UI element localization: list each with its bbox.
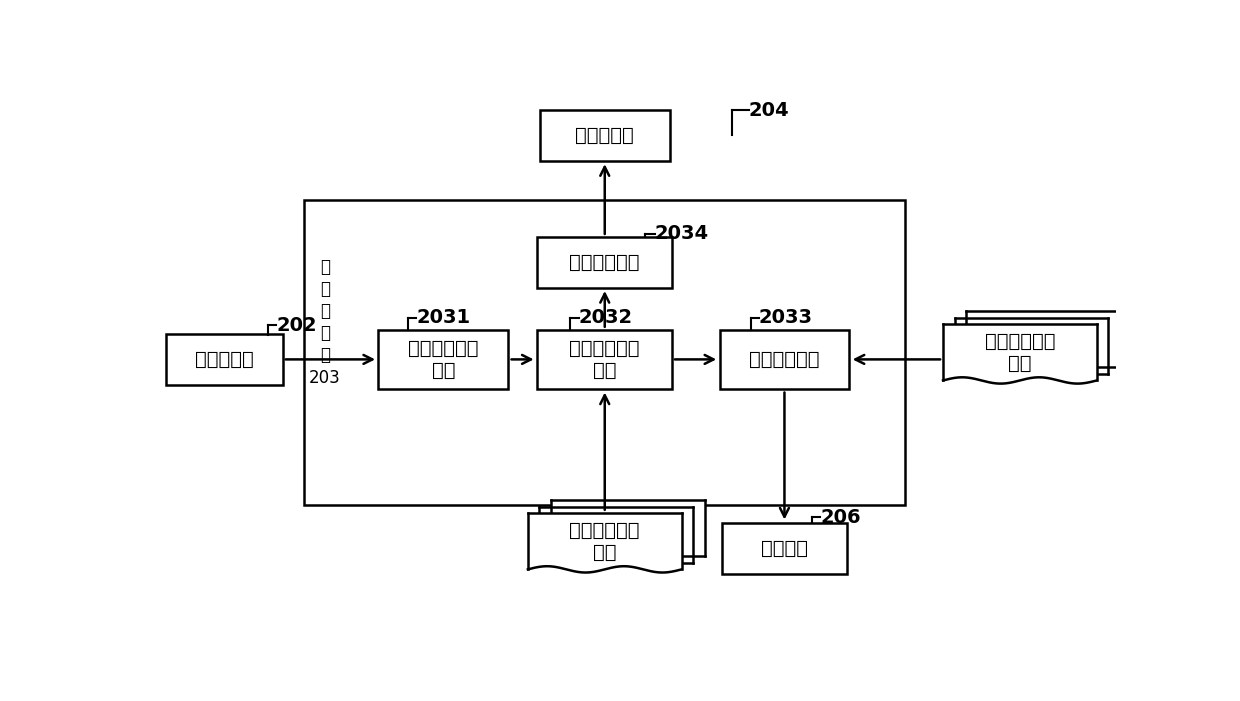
- Text: 用户信息查询
单元: 用户信息查询 单元: [569, 339, 640, 380]
- Text: 安全分析器: 安全分析器: [195, 350, 253, 369]
- Text: 安
全
处
理
器
203: 安 全 处 理 器 203: [309, 258, 341, 387]
- Bar: [722, 523, 847, 574]
- Text: 206: 206: [820, 508, 861, 526]
- Bar: [528, 513, 682, 569]
- Text: 2034: 2034: [655, 224, 709, 243]
- Text: 云系统应用信
息库: 云系统应用信 息库: [569, 521, 640, 562]
- Bar: [719, 329, 849, 389]
- Text: 应用信息接收
单元: 应用信息接收 单元: [408, 339, 479, 380]
- Text: 2032: 2032: [579, 308, 632, 327]
- Bar: [166, 334, 283, 385]
- Bar: [551, 501, 704, 557]
- Bar: [539, 507, 693, 563]
- Bar: [966, 311, 1120, 367]
- Text: 信息上报单元: 信息上报单元: [569, 253, 640, 272]
- Bar: [378, 329, 508, 389]
- Text: 应用处理单元: 应用处理单元: [749, 350, 820, 369]
- Bar: [944, 325, 1097, 381]
- Bar: [304, 200, 905, 505]
- Text: 202: 202: [277, 316, 316, 335]
- Text: 信息通知器: 信息通知器: [575, 126, 634, 145]
- Bar: [539, 110, 670, 161]
- Bar: [537, 329, 672, 389]
- Text: 2031: 2031: [417, 308, 470, 327]
- Text: 云控制器: 云控制器: [761, 539, 808, 558]
- Bar: [537, 237, 672, 288]
- Bar: [955, 318, 1109, 374]
- Text: 恶意应用处理
规则: 恶意应用处理 规则: [985, 332, 1055, 373]
- Text: 204: 204: [749, 100, 790, 120]
- Text: 2033: 2033: [759, 308, 812, 327]
